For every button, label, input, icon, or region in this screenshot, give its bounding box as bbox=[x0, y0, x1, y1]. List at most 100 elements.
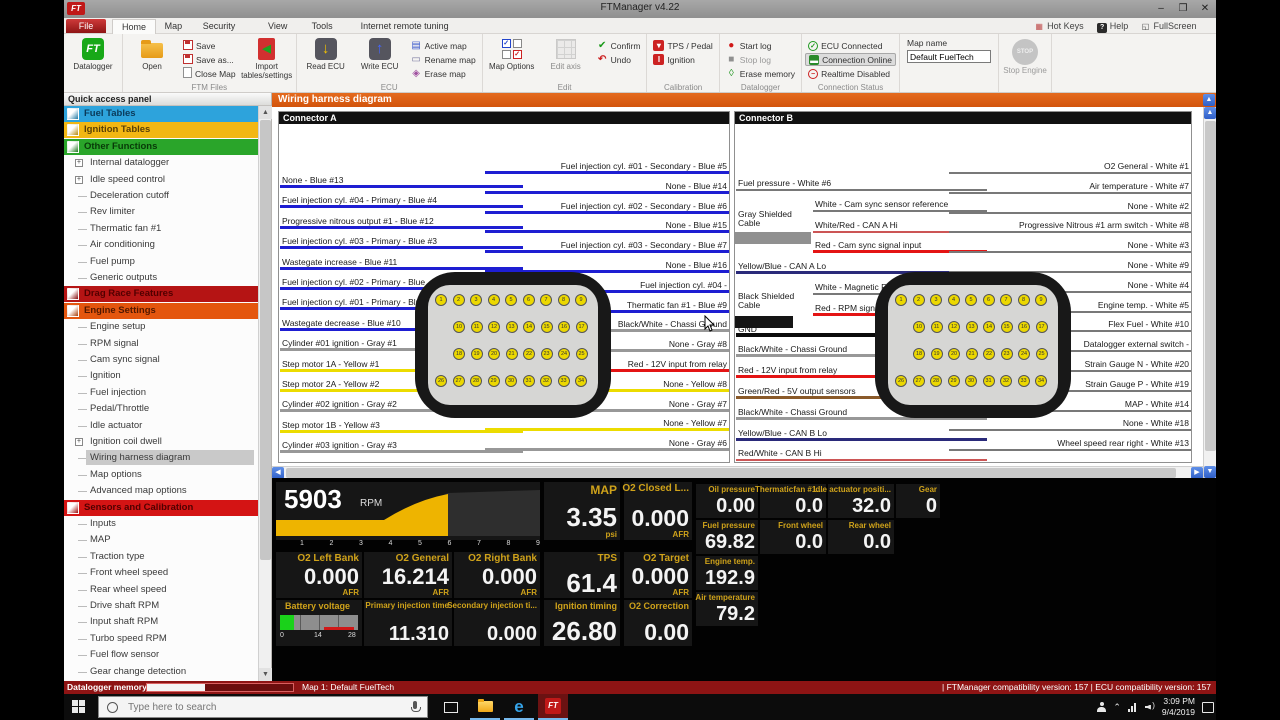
sidebar-item-engine-setup[interactable]: Engine setup bbox=[64, 319, 259, 335]
edit-axis-button[interactable]: Edit axis bbox=[540, 36, 592, 81]
sidebar-item-front-wheel-speed[interactable]: Front wheel speed bbox=[64, 565, 259, 581]
sidebar-item-turbo-speed-rpm[interactable]: Turbo speed RPM bbox=[64, 631, 259, 647]
scrollbar-thumb[interactable] bbox=[286, 468, 1176, 478]
sidebar-item-traction-type[interactable]: Traction type bbox=[64, 549, 259, 565]
menu-tab-view[interactable]: View bbox=[268, 21, 288, 31]
tps-pedal-button[interactable]: ▾ TPS / Pedal bbox=[650, 39, 715, 52]
scroll-left-icon[interactable]: ◀ bbox=[272, 467, 284, 479]
maximize-button[interactable]: ❐ bbox=[1178, 3, 1188, 14]
confirm-button[interactable]: ✔ Confirm bbox=[594, 39, 644, 52]
menu-action-fullscreen[interactable]: ◱ FullScreen bbox=[1141, 21, 1197, 31]
clock[interactable]: 3:09 PM 9/4/2019 bbox=[1162, 696, 1195, 717]
scroll-up-icon[interactable]: ▲ bbox=[1204, 107, 1216, 119]
sidebar-item-rev-limiter[interactable]: Rev limiter bbox=[64, 204, 259, 220]
sidebar-item-pedal-throttle[interactable]: Pedal/Throttle bbox=[64, 401, 259, 417]
erase-map-button[interactable]: ◈ Erase map bbox=[408, 67, 479, 80]
task-view-button[interactable] bbox=[436, 694, 466, 720]
sidebar-item-drive-shaft-rpm[interactable]: Drive shaft RPM bbox=[64, 598, 259, 614]
menu-action-hot-keys[interactable]: ▦ Hot Keys bbox=[1035, 21, 1084, 31]
sidebar-item-generic-outputs[interactable]: Generic outputs bbox=[64, 270, 259, 286]
sidebar-item-internal-datalogger[interactable]: + Internal datalogger bbox=[64, 155, 259, 171]
open-button[interactable]: Open bbox=[126, 36, 178, 81]
sidebar-item-input-shaft-rpm[interactable]: Input shaft RPM bbox=[64, 614, 259, 630]
stop-engine-button[interactable]: STOP Stop Engine bbox=[1002, 36, 1048, 81]
scroll-down-icon[interactable]: ▼ bbox=[259, 668, 272, 681]
rename-map-button[interactable]: ▭ Rename map bbox=[408, 53, 479, 66]
erase-memory-button[interactable]: ◊ Erase memory bbox=[723, 67, 798, 80]
sidebar-item-wiring-harness-diagram[interactable]: Wiring harness diagram bbox=[64, 450, 259, 466]
map-options-button[interactable]: ✓ ✓ Map Options bbox=[486, 36, 538, 81]
connection-online-button[interactable]: ▬ Connection Online bbox=[805, 53, 896, 66]
people-icon[interactable] bbox=[1097, 702, 1107, 712]
sidebar-item-deceleration-cutoff[interactable]: Deceleration cutoff bbox=[64, 188, 259, 204]
sidebar-section-fuel-tables[interactable]: Fuel Tables bbox=[64, 106, 259, 122]
sidebar-item-idle-actuator[interactable]: Idle actuator bbox=[64, 418, 259, 434]
sidebar-section-sensors-and-calibration[interactable]: Sensors and Calibration bbox=[64, 499, 259, 516]
close-button[interactable]: ✕ bbox=[1200, 3, 1210, 14]
ftmanager-taskbar-button[interactable]: FT bbox=[538, 694, 568, 720]
file-explorer-button[interactable] bbox=[470, 694, 500, 720]
sidebar-item-inputs[interactable]: Inputs bbox=[64, 516, 259, 532]
realtime-disabled-button[interactable]: − Realtime Disabled bbox=[805, 67, 896, 80]
sidebar-item-map[interactable]: MAP bbox=[64, 532, 259, 548]
sidebar-item-fuel-flow-sensor[interactable]: Fuel flow sensor bbox=[64, 647, 259, 663]
expand-icon[interactable]: + bbox=[75, 175, 83, 184]
edge-browser-button[interactable]: e bbox=[504, 694, 534, 720]
close-map-button[interactable]: Close Map bbox=[180, 67, 239, 80]
stop-log-button[interactable]: ■ Stop log bbox=[723, 53, 798, 66]
microphone-icon[interactable] bbox=[411, 701, 421, 713]
menu-tab-security[interactable]: Security bbox=[202, 21, 236, 31]
tray-expand-icon[interactable]: ⌃ bbox=[1113, 701, 1121, 712]
datalogger-button[interactable]: FT Datalogger bbox=[67, 36, 119, 81]
network-icon[interactable] bbox=[1127, 702, 1138, 712]
sidebar-section-drag-race-features[interactable]: Drag Race Features bbox=[64, 286, 259, 303]
sidebar-item-fuel-pump[interactable]: Fuel pump bbox=[64, 254, 259, 270]
sidebar-section-engine-settings[interactable]: Engine Settings bbox=[64, 302, 259, 319]
sidebar-item-thermatic-fan-1[interactable]: Thermatic fan #1 bbox=[64, 221, 259, 237]
scrollbar-thumb[interactable] bbox=[1205, 121, 1216, 451]
diagram-vertical-scrollbar[interactable]: ▲ ▼ bbox=[1203, 107, 1216, 478]
save-as--button[interactable]: Save as... bbox=[180, 53, 239, 66]
import-tables-settings-button[interactable]: ◀ Import tables/settings bbox=[241, 36, 293, 81]
ecu-connected-button[interactable]: ✓ ECU Connected bbox=[805, 39, 896, 52]
menu-tab-internet-remote-tuning[interactable]: Internet remote tuning bbox=[360, 21, 449, 31]
file-menu-button[interactable]: File bbox=[66, 19, 106, 33]
menu-action-help[interactable]: ? Help bbox=[1097, 19, 1128, 33]
sidebar-section-ignition-tables[interactable]: Ignition Tables bbox=[64, 122, 259, 139]
action-center-icon[interactable] bbox=[1202, 701, 1214, 713]
ignition-button[interactable]: I Ignition bbox=[650, 53, 715, 66]
sidebar-section-other-functions[interactable]: Other Functions bbox=[64, 138, 259, 155]
sidebar-item-advanced-map-options[interactable]: Advanced map options bbox=[64, 483, 259, 499]
scroll-right-icon[interactable]: ▶ bbox=[1191, 467, 1203, 479]
search-input[interactable] bbox=[126, 700, 411, 714]
scrollbar-thumb[interactable] bbox=[260, 120, 271, 560]
minimize-button[interactable]: – bbox=[1158, 3, 1164, 14]
sidebar-item-cam-sync-signal[interactable]: Cam sync signal bbox=[64, 352, 259, 368]
menu-tab-tools[interactable]: Tools bbox=[311, 21, 333, 31]
sidebar-item-gear-change-detection[interactable]: Gear change detection bbox=[64, 664, 259, 680]
menu-tab-home[interactable]: Home bbox=[112, 19, 157, 34]
scroll-down-icon[interactable]: ▼ bbox=[1204, 466, 1216, 478]
start-log-button[interactable]: ● Start log bbox=[723, 39, 798, 52]
sidebar-item-rear-wheel-speed[interactable]: Rear wheel speed bbox=[64, 582, 259, 598]
scroll-up-icon[interactable]: ▲ bbox=[259, 106, 272, 119]
sidebar-item-ignition-coil-dwell[interactable]: + Ignition coil dwell bbox=[64, 434, 259, 450]
diagram-scroll-up-icon[interactable]: ▲ bbox=[1203, 94, 1215, 106]
menu-tab-map[interactable]: Map bbox=[164, 21, 183, 31]
sidebar-scrollbar[interactable]: ▲ ▼ bbox=[258, 106, 272, 681]
expand-icon[interactable]: + bbox=[75, 159, 83, 168]
diagram-horizontal-scrollbar[interactable]: ◀ ▶ bbox=[272, 466, 1203, 479]
sidebar-item-idle-speed-control[interactable]: + Idle speed control bbox=[64, 172, 259, 188]
sidebar-item-map-options[interactable]: Map options bbox=[64, 467, 259, 483]
expand-icon[interactable]: + bbox=[75, 438, 83, 446]
read-ecu-button[interactable]: ↓ Read ECU bbox=[300, 36, 352, 81]
map-name-input[interactable] bbox=[907, 50, 991, 63]
active-map-button[interactable]: ▤ Active map bbox=[408, 39, 479, 52]
save-button[interactable]: Save bbox=[180, 39, 239, 52]
sidebar-item-air-conditioning[interactable]: Air conditioning bbox=[64, 237, 259, 253]
taskbar-search[interactable] bbox=[98, 696, 428, 718]
write-ecu-button[interactable]: ↑ Write ECU bbox=[354, 36, 406, 81]
sidebar-item-fuel-injection[interactable]: Fuel injection bbox=[64, 385, 259, 401]
undo-button[interactable]: ↶ Undo bbox=[594, 53, 644, 66]
volume-icon[interactable] bbox=[1145, 701, 1155, 712]
